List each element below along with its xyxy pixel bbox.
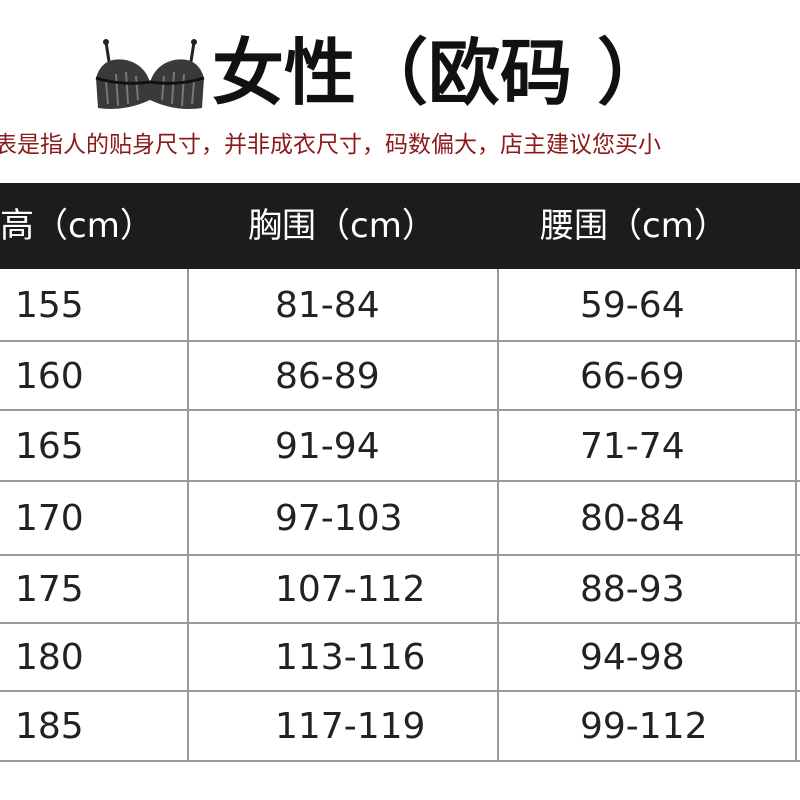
title: 女性（欧码 ）: [212, 31, 670, 115]
column-header: 胸围（cm）: [248, 206, 436, 246]
table-header: 高（cm） 胸围（cm） 腰围（cm）: [0, 183, 800, 269]
table-cell: 155: [15, 285, 84, 326]
table-cell: 175: [15, 569, 84, 610]
table-cell: 97-103: [275, 498, 403, 539]
table-cell: 94-98: [580, 637, 685, 678]
bra-icon: [95, 39, 205, 109]
table-cell: 165: [15, 426, 84, 467]
column-divider: [795, 269, 797, 762]
table-cell: 160: [15, 356, 84, 397]
table-cell: 170: [15, 498, 84, 539]
table-row: 170 97-103 80-84: [0, 482, 800, 556]
table-cell: 80-84: [580, 498, 685, 539]
table-row: 160 86-89 66-69: [0, 342, 800, 411]
column-divider: [497, 269, 499, 762]
subtitle: 表是指人的贴身尺寸，并非成衣尺寸，码数偏大，店主建议您买小: [0, 132, 661, 158]
table-cell: 81-84: [275, 285, 380, 326]
table-cell: 99-112: [580, 706, 708, 747]
table-row: 165 91-94 71-74: [0, 411, 800, 482]
table-cell: 113-116: [275, 637, 426, 678]
table-row: 185 117-119 99-112: [0, 692, 800, 762]
table-cell: 71-74: [580, 426, 685, 467]
table-row: 155 81-84 59-64: [0, 269, 800, 342]
table-cell: 86-89: [275, 356, 380, 397]
table-cell: 91-94: [275, 426, 380, 467]
table-cell: 180: [15, 637, 84, 678]
table-cell: 88-93: [580, 569, 685, 610]
table-cell: 66-69: [580, 356, 685, 397]
table-cell: 185: [15, 706, 84, 747]
table-cell: 59-64: [580, 285, 685, 326]
table-cell: 117-119: [275, 706, 426, 747]
column-header: 腰围（cm）: [540, 206, 728, 246]
table-cell: 107-112: [275, 569, 426, 610]
table-row: 180 113-116 94-98: [0, 624, 800, 692]
column-divider: [187, 269, 189, 762]
table-row: 175 107-112 88-93: [0, 556, 800, 624]
column-header: 高（cm）: [0, 206, 154, 246]
